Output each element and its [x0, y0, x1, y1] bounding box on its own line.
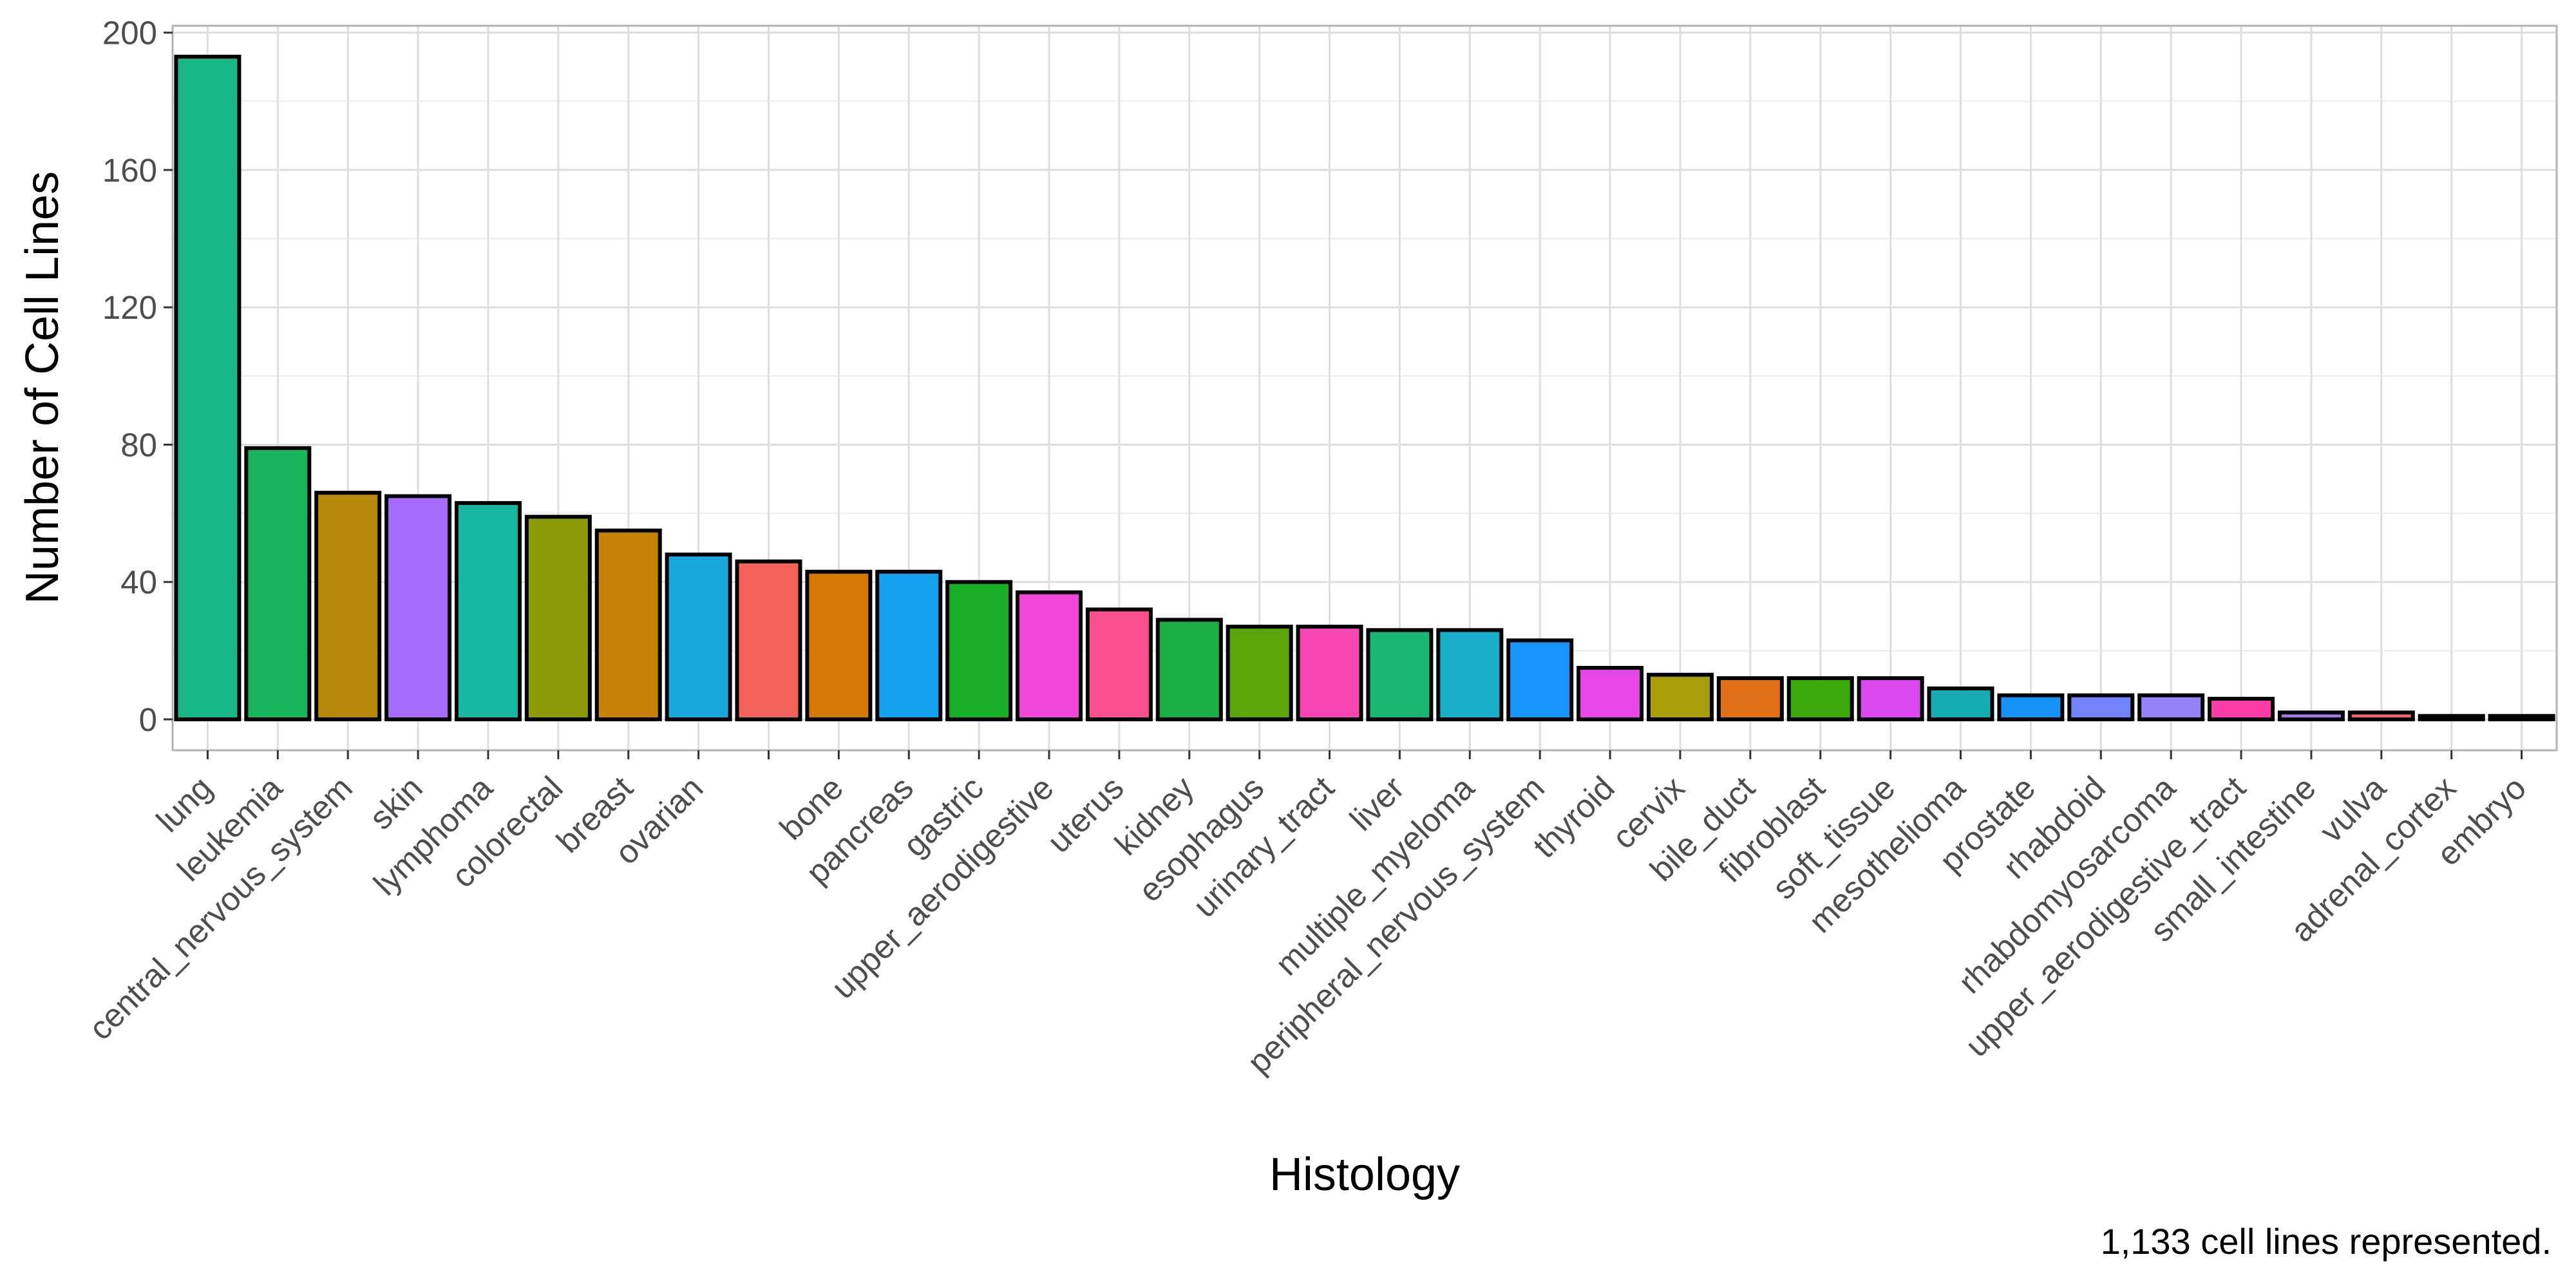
y-tick-label: 40 — [120, 564, 157, 601]
y-tick-label: 120 — [102, 289, 157, 326]
y-axis-title: Number of Cell Lines — [17, 171, 68, 604]
x-axis-title: Histology — [1269, 1149, 1460, 1200]
bar — [1646, 672, 1714, 722]
bar — [384, 494, 452, 722]
bar — [2137, 693, 2205, 722]
bar — [1436, 628, 1504, 722]
y-tick-label: 80 — [120, 426, 157, 463]
bar — [2208, 697, 2275, 722]
plot-panel-border — [171, 24, 2558, 752]
bar — [735, 559, 802, 722]
bar — [1577, 666, 1644, 722]
bar — [1366, 628, 1434, 722]
bar — [1997, 693, 2065, 722]
bar — [1296, 625, 1363, 722]
bar — [314, 491, 382, 722]
y-axis-ticks: 0 40 80 120 160 200 — [102, 15, 173, 738]
caption: 1,133 cell lines represented. — [2101, 1221, 2552, 1262]
bar — [2418, 714, 2485, 722]
bar — [875, 569, 943, 722]
bar — [2277, 710, 2345, 722]
bar — [1085, 607, 1153, 722]
bar — [1226, 625, 1293, 722]
bars — [174, 54, 2555, 722]
bar — [945, 580, 1013, 722]
bar — [1716, 676, 1784, 722]
bar — [594, 528, 662, 722]
bar — [1857, 676, 1924, 722]
bar — [2067, 693, 2135, 722]
bar — [2488, 714, 2555, 722]
bar — [1506, 638, 1574, 722]
bar — [1786, 676, 1854, 722]
bar — [244, 446, 312, 722]
bar — [524, 515, 592, 722]
bar — [174, 54, 242, 722]
y-tick-label: 160 — [102, 152, 157, 189]
bar — [454, 501, 522, 722]
bar — [2347, 710, 2415, 722]
y-tick-label: 0 — [139, 701, 157, 738]
bar — [805, 569, 873, 722]
bar — [1016, 590, 1083, 722]
bar — [1927, 687, 1994, 722]
bar — [1155, 618, 1223, 722]
y-tick-label: 200 — [102, 15, 157, 52]
bar — [665, 553, 732, 722]
